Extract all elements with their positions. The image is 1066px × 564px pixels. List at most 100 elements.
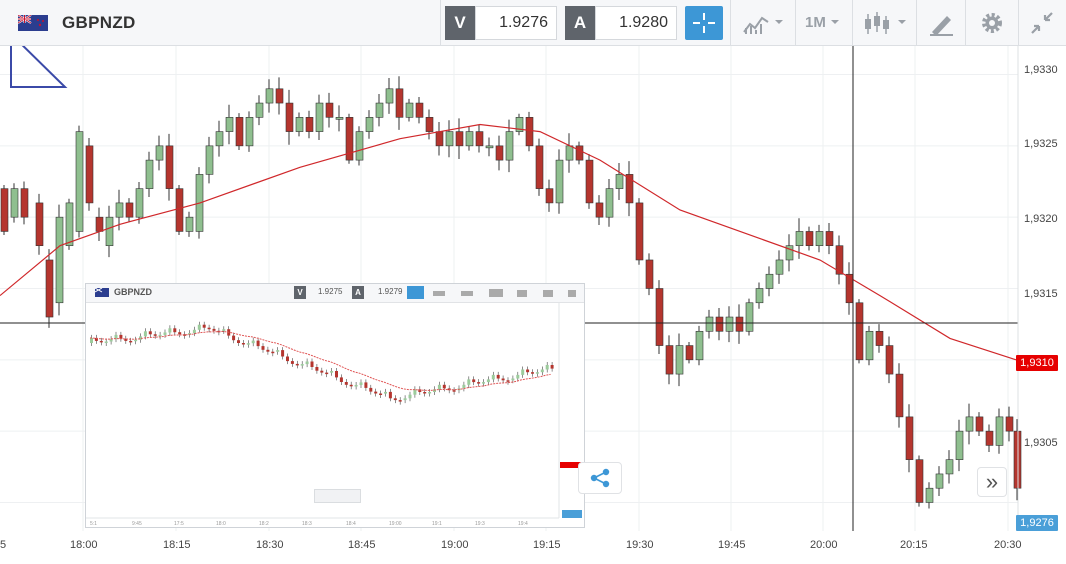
timeframe-dropdown[interactable]: 1M [805, 14, 826, 31]
bullish-candle [695, 330, 704, 361]
bearish-candle [45, 259, 54, 318]
svg-text:19:3: 19:3 [475, 521, 485, 527]
divider [916, 0, 917, 46]
bullish-candle [565, 145, 574, 161]
mini-bullish-candle [188, 333, 191, 335]
time-tick: 20:00 [810, 539, 838, 551]
scroll-to-latest-button[interactable]: » [977, 467, 1007, 497]
mini-bullish-candle [359, 382, 363, 385]
mini-bullish-candle [403, 398, 407, 401]
bearish-candle [20, 188, 29, 218]
bearish-candle [175, 188, 184, 232]
mini-bearish-candle [281, 350, 285, 357]
mini-bullish-candle [408, 394, 412, 399]
current-price-tag: 1,9276 [1016, 515, 1058, 531]
embedded-toolbar-icons [433, 289, 576, 297]
crosshair-icon [693, 13, 715, 33]
candle-type-icon[interactable] [862, 8, 910, 38]
embedded-symbol: GBPNZD [114, 287, 152, 297]
ask-badge[interactable]: A [565, 6, 595, 40]
bullish-candle [445, 131, 454, 147]
draw-tool-icon[interactable] [927, 8, 955, 38]
mini-bearish-candle [442, 384, 446, 389]
bullish-candle [65, 202, 74, 247]
crosshair-button[interactable] [685, 6, 723, 40]
mini-bearish-candle [418, 389, 422, 392]
bearish-candle [435, 131, 444, 147]
time-tick: 20:30 [994, 539, 1022, 551]
bullish-candle [675, 345, 684, 375]
bullish-candle [505, 131, 514, 161]
embedded-ask-badge: A [352, 286, 364, 299]
bullish-candle [145, 159, 154, 189]
price-tick: 1,9330 [1024, 64, 1058, 76]
bearish-candle [495, 145, 504, 161]
bullish-candle [335, 117, 344, 120]
mini-bullish-candle [511, 378, 515, 381]
svg-text:5:1: 5:1 [90, 521, 97, 527]
mini-bullish-candle [545, 365, 549, 370]
bearish-candle [415, 102, 424, 118]
bid-price[interactable]: 1.9276 [475, 6, 557, 40]
bearish-candle [805, 231, 814, 247]
bearish-candle [985, 430, 994, 446]
bearish-candle [875, 330, 884, 346]
mini-bullish-candle [413, 389, 417, 395]
time-tick: 19:30 [626, 539, 654, 551]
divider [440, 0, 441, 46]
mini-bullish-candle [143, 331, 147, 337]
bullish-candle [10, 188, 19, 218]
svg-text:19:1: 19:1 [432, 521, 442, 527]
mini-bullish-candle [462, 384, 466, 389]
bullish-candle [775, 259, 784, 275]
mini-bearish-candle [153, 334, 157, 336]
mini-bearish-candle [423, 392, 427, 394]
mini-bullish-candle [90, 337, 93, 343]
svg-text:18:0: 18:0 [216, 521, 226, 527]
bullish-candle [865, 330, 874, 361]
ask-price[interactable]: 1.9280 [595, 6, 677, 40]
collapse-icon[interactable] [1028, 8, 1056, 38]
price-tick: 1,9305 [1024, 437, 1058, 449]
share-icon [590, 468, 610, 488]
embedded-chart-screenshot: GBPNZD V 1.9275 A 1.9279 5:1 9:45 17:5 18:0… [85, 283, 585, 528]
mini-bullish-candle [486, 379, 490, 383]
bullish-candle [215, 131, 224, 147]
mini-bearish-candle [369, 387, 373, 392]
bullish-candle [385, 88, 394, 104]
divider [1018, 0, 1019, 46]
embedded-chart: 5:1 9:45 17:5 18:0 18:2 18:3 18:4 19:00 19:1 19:3… [86, 303, 582, 527]
divider [795, 0, 796, 46]
share-button[interactable] [578, 462, 622, 494]
mini-bullish-candle [305, 361, 309, 365]
mini-bullish-candle [104, 341, 108, 343]
mini-bearish-candle [94, 337, 98, 341]
mini-bullish-candle [192, 329, 196, 334]
bearish-candle [645, 259, 654, 289]
bearish-candle [625, 174, 634, 204]
bullish-candle [485, 145, 494, 149]
bearish-candle [125, 202, 134, 218]
mini-bullish-candle [535, 372, 539, 374]
settings-icon[interactable] [978, 8, 1006, 38]
mini-bearish-candle [496, 374, 500, 379]
bid-badge[interactable]: V [445, 6, 475, 40]
indicators-icon[interactable] [742, 8, 786, 38]
bearish-candle [885, 345, 894, 375]
mini-bearish-candle [241, 343, 245, 345]
bearish-candle [895, 373, 904, 418]
mini-bullish-candle [516, 374, 520, 379]
bearish-candle [275, 88, 284, 104]
embedded-crosshair-icon [407, 286, 424, 299]
mini-bullish-candle [251, 340, 255, 344]
svg-text:19:00: 19:00 [389, 521, 402, 527]
mini-bearish-candle [315, 367, 319, 371]
price-chart[interactable] [0, 46, 1066, 564]
bullish-candle [205, 145, 214, 175]
bearish-candle [975, 416, 984, 432]
mini-bullish-candle [354, 385, 358, 387]
bearish-candle [85, 145, 94, 204]
svg-text:18:2: 18:2 [259, 521, 269, 527]
drawn-triangle [10, 46, 68, 88]
mini-bearish-candle [256, 340, 260, 347]
